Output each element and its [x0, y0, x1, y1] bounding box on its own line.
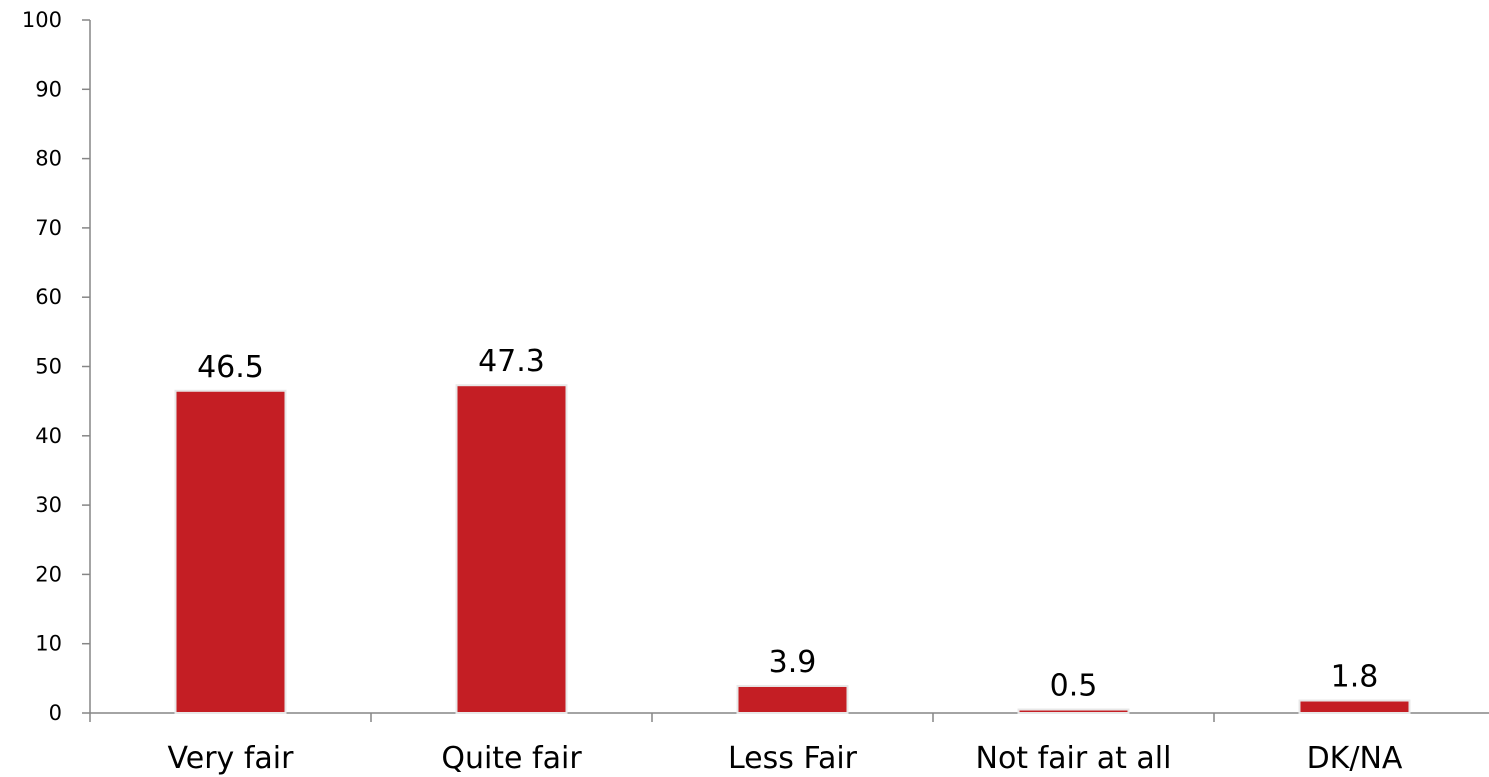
bar [1017, 708, 1130, 714]
y-tick-label: 50 [35, 355, 62, 379]
bar [174, 389, 287, 714]
x-axis [89, 712, 1489, 722]
y-tick-label: 30 [35, 493, 62, 517]
data-label: 1.8 [1331, 660, 1379, 695]
data-label: 0.5 [1050, 669, 1098, 704]
category-label: Very fair [168, 741, 295, 776]
y-tick-label: 10 [35, 632, 62, 656]
y-tick-label: 90 [35, 77, 62, 101]
data-label: 47.3 [478, 344, 545, 379]
category-labels: Very fair Quite fair Less Fair Not fair at … [168, 741, 1403, 776]
category-label: Not fair at all [976, 741, 1172, 776]
category-label: DK/NA [1307, 741, 1403, 776]
y-tick-label: 100 [22, 8, 62, 32]
y-tick-label: 0 [49, 701, 62, 725]
y-tick-label: 60 [35, 285, 62, 309]
bar [736, 684, 849, 715]
bar [455, 384, 568, 714]
data-label: 3.9 [769, 645, 817, 680]
data-labels: 46.5 47.3 3.9 0.5 1.8 [197, 344, 1378, 703]
y-tick-label: 20 [35, 562, 62, 586]
bar [1298, 699, 1411, 715]
y-tick-label: 40 [35, 424, 62, 448]
bars [174, 384, 1411, 715]
y-axis: 0 10 20 30 40 50 60 70 80 90 100 [22, 8, 91, 725]
category-label: Less Fair [728, 741, 858, 776]
data-label: 46.5 [197, 350, 264, 385]
y-tick-label: 70 [35, 216, 62, 240]
category-label: Quite fair [441, 741, 582, 776]
y-tick-label: 80 [35, 147, 62, 171]
